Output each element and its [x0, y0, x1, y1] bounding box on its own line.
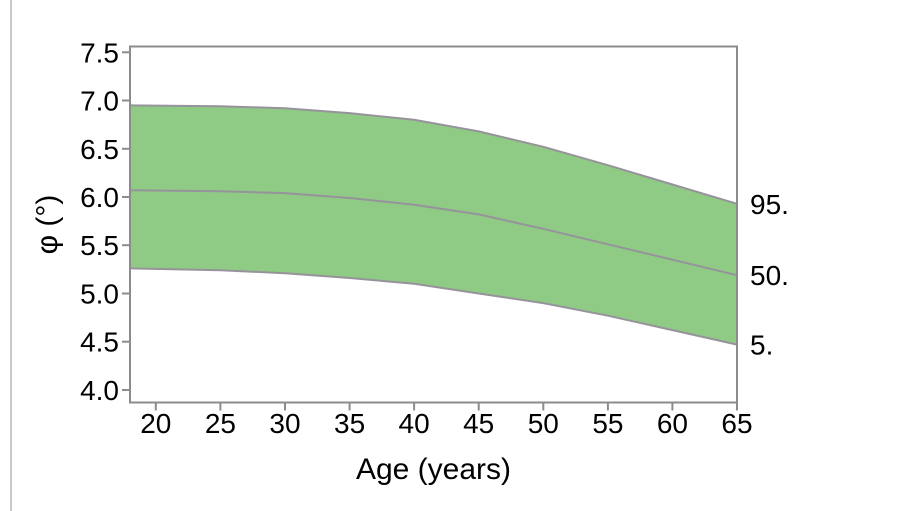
percentile-95-curve	[129, 104, 738, 205]
left-edge-divider	[10, 0, 12, 511]
percentile-band	[130, 105, 737, 345]
y-tick-label: 5.0	[80, 279, 119, 310]
y-tick-label: 7.5	[80, 37, 119, 68]
x-tick-label: 45	[463, 408, 494, 439]
x-tick-label: 50	[528, 408, 559, 439]
y-tick-label: 7.0	[80, 86, 119, 117]
x-tick-label: 30	[269, 408, 300, 439]
x-tick-label: 55	[592, 408, 623, 439]
y-tick-label: 6.0	[80, 182, 119, 213]
y-axis-title: φ (°)	[31, 195, 64, 255]
y-tick-label: 6.5	[80, 134, 119, 165]
percentile-50-curve	[129, 189, 738, 277]
percentile-50-label: 50.	[750, 260, 789, 291]
plot-frame	[129, 45, 738, 404]
percentile-5-curve	[129, 267, 738, 346]
x-tick-label: 20	[140, 408, 171, 439]
x-tick-label: 65	[721, 408, 752, 439]
y-tick-label: 4.0	[80, 375, 119, 406]
x-tick-label: 25	[205, 408, 236, 439]
y-tick-label: 4.5	[80, 327, 119, 358]
x-tick-label: 40	[399, 408, 430, 439]
percentile-5-label: 5.	[750, 330, 773, 361]
x-tick-label: 35	[334, 408, 365, 439]
percentile-95-label: 95.	[750, 189, 789, 220]
x-axis-title: Age (years)	[356, 453, 511, 486]
y-tick-label: 5.5	[80, 230, 119, 261]
x-tick-label: 60	[657, 408, 688, 439]
